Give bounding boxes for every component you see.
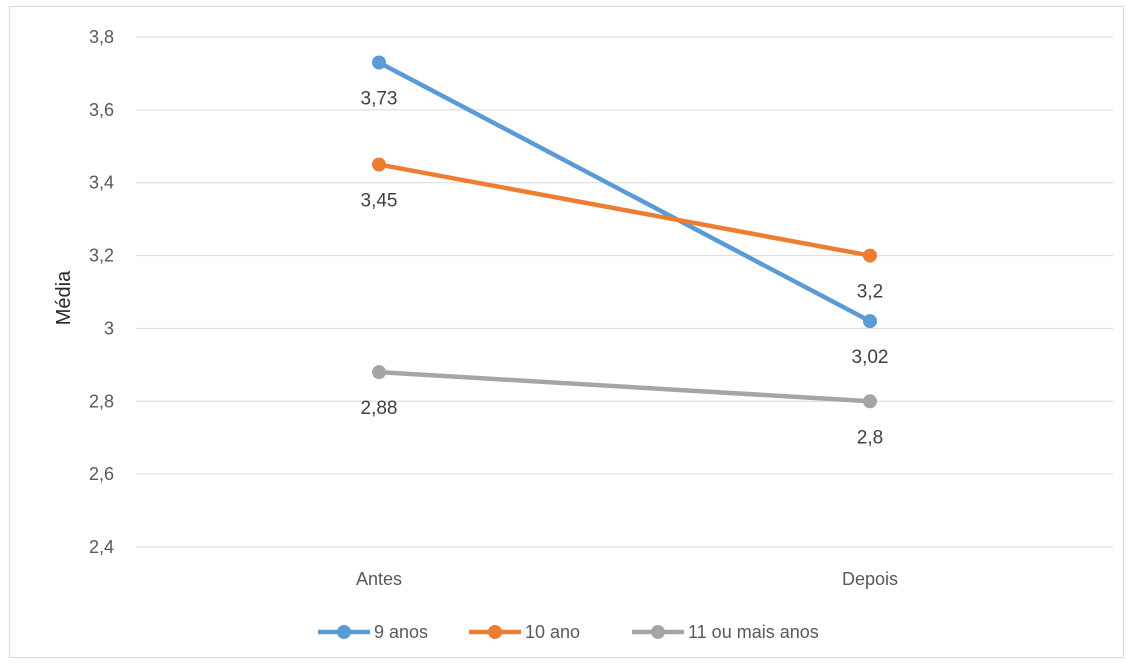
series-1 xyxy=(372,55,877,329)
x-axis-ticks: Antes Depois xyxy=(356,569,898,589)
line-chart: 2,4 2,6 2,8 3 3,2 3,4 3,6 3,8 Antes Depois Média… xyxy=(53,27,1113,642)
data-label: 3,2 xyxy=(857,282,883,303)
data-label: 2,88 xyxy=(361,398,398,419)
x-tick-label: Depois xyxy=(842,569,898,589)
data-point xyxy=(863,248,877,263)
legend-label: 11 ou mais anos xyxy=(688,622,819,642)
data-label: 3,02 xyxy=(852,347,889,368)
y-tick-label: 3,6 xyxy=(89,100,114,120)
data-point xyxy=(372,157,386,172)
y-tick-label: 3 xyxy=(104,318,114,338)
legend-item: 11 ou mais anos xyxy=(632,622,819,642)
legend: 9 anos 10 ano 11 ou mais anos xyxy=(318,622,819,642)
y-tick-label: 3,4 xyxy=(89,173,114,193)
data-point xyxy=(372,55,386,70)
y-axis-title: Média xyxy=(53,270,75,325)
series-2 xyxy=(372,157,877,263)
legend-marker xyxy=(337,625,351,639)
data-point xyxy=(863,394,877,409)
data-label: 3,73 xyxy=(361,89,398,110)
legend-marker xyxy=(488,625,502,639)
y-tick-label: 2,8 xyxy=(89,391,114,411)
data-point xyxy=(372,365,386,380)
legend-item: 10 ano xyxy=(469,622,580,642)
y-axis-ticks: 2,4 2,6 2,8 3 3,2 3,4 3,6 3,8 xyxy=(89,27,114,557)
data-point xyxy=(863,314,877,329)
series-line xyxy=(376,60,873,324)
y-tick-label: 3,8 xyxy=(89,27,114,47)
data-labels: 3,73 3,02 3,45 3,2 2,88 2,8 xyxy=(361,89,889,449)
series xyxy=(372,55,877,409)
series-line xyxy=(376,162,873,258)
series-3 xyxy=(372,365,877,409)
legend-label: 10 ano xyxy=(525,622,580,642)
y-tick-label: 3,2 xyxy=(89,246,114,266)
y-tick-label: 2,4 xyxy=(89,537,114,557)
y-tick-label: 2,6 xyxy=(89,464,114,484)
x-tick-label: Antes xyxy=(356,569,402,589)
legend-marker xyxy=(651,625,665,639)
series-line xyxy=(376,369,873,404)
legend-item: 9 anos xyxy=(318,622,428,642)
legend-label: 9 anos xyxy=(374,622,428,642)
chart-area: 2,4 2,6 2,8 3 3,2 3,4 3,6 3,8 Antes Depois Média… xyxy=(9,6,1124,658)
gridlines xyxy=(136,36,1113,548)
data-label: 3,45 xyxy=(361,191,398,212)
data-label: 2,8 xyxy=(857,427,883,448)
